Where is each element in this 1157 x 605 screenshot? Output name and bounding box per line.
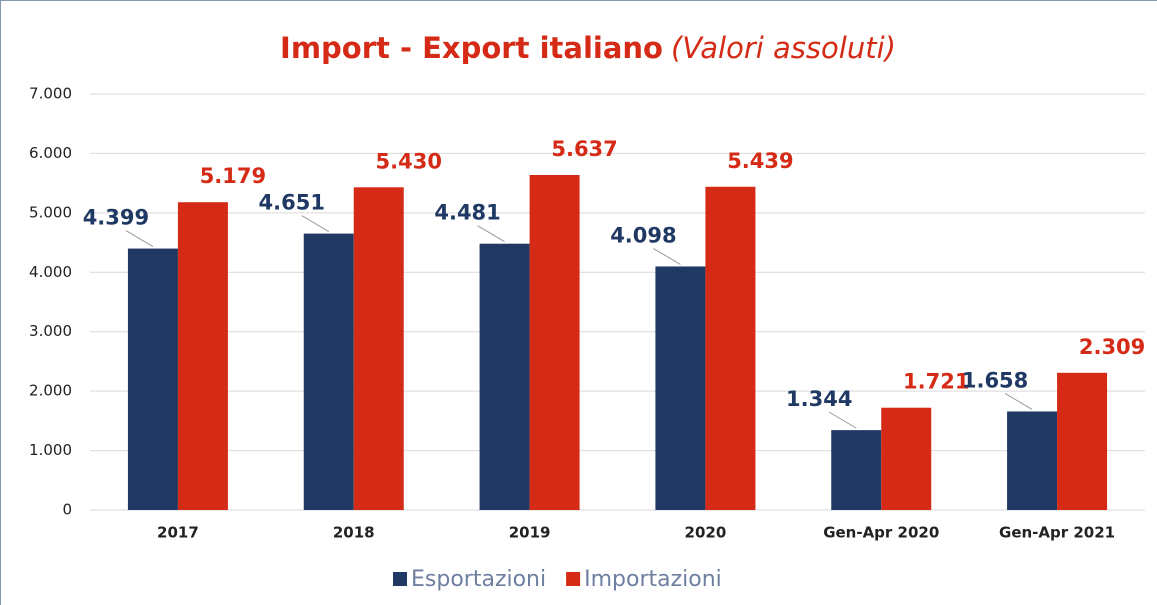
y-tick-label: 1.000 bbox=[29, 441, 72, 459]
leader-line bbox=[477, 225, 505, 243]
x-tick-label: 2019 bbox=[509, 524, 551, 542]
legend-swatch bbox=[393, 572, 407, 586]
bar bbox=[831, 430, 882, 510]
chart-title: Import - Export italiano bbox=[280, 31, 663, 65]
leader-line bbox=[125, 230, 154, 248]
bar bbox=[1007, 411, 1058, 510]
bar bbox=[353, 187, 404, 510]
legend-swatch bbox=[566, 572, 581, 586]
bar bbox=[479, 243, 530, 511]
leader-line bbox=[653, 248, 681, 265]
data-label: 4.651 bbox=[259, 191, 325, 215]
data-label: 4.481 bbox=[434, 201, 500, 225]
bar bbox=[127, 248, 178, 510]
y-tick-label: 0 bbox=[62, 501, 72, 519]
legend-label: Esportazioni bbox=[411, 567, 546, 592]
x-tick-label: Gen-Apr 2020 bbox=[823, 524, 939, 542]
data-label: 1.721 bbox=[903, 370, 969, 394]
bar bbox=[303, 233, 354, 510]
data-label: 2.309 bbox=[1079, 335, 1145, 359]
x-tick-label: 2020 bbox=[685, 524, 727, 542]
y-tick-label: 3.000 bbox=[29, 322, 72, 340]
data-label: 5.637 bbox=[551, 137, 617, 161]
data-label: 5.430 bbox=[376, 149, 442, 173]
bar bbox=[529, 175, 580, 510]
data-label: 1.658 bbox=[962, 368, 1028, 392]
leader-line bbox=[828, 411, 857, 429]
bar bbox=[1057, 372, 1108, 510]
x-tick-label: 2017 bbox=[157, 524, 199, 542]
x-tick-label: 2018 bbox=[333, 524, 375, 542]
leader-line bbox=[1004, 393, 1033, 410]
legend-label: Importazioni bbox=[584, 567, 722, 592]
data-label: 1.344 bbox=[786, 387, 852, 411]
y-tick-label: 5.000 bbox=[29, 203, 72, 221]
chart-subtitle: (Valori assoluti) bbox=[671, 31, 896, 65]
leader-line bbox=[301, 215, 330, 233]
data-label: 4.399 bbox=[83, 206, 149, 230]
chart-title-group: Import - Export italiano (Valori assoluti… bbox=[280, 31, 896, 65]
data-label: 5.179 bbox=[200, 164, 266, 188]
bar bbox=[705, 186, 756, 510]
data-label: 4.098 bbox=[610, 223, 676, 247]
bar bbox=[881, 407, 932, 510]
y-tick-label: 7.000 bbox=[29, 85, 72, 103]
bar bbox=[655, 266, 706, 510]
data-label: 5.439 bbox=[727, 149, 793, 173]
bar bbox=[177, 202, 228, 510]
y-tick-label: 4.000 bbox=[29, 263, 72, 281]
y-tick-label: 6.000 bbox=[29, 144, 72, 162]
y-tick-label: 2.000 bbox=[29, 382, 72, 400]
x-tick-label: Gen-Apr 2021 bbox=[999, 524, 1115, 542]
